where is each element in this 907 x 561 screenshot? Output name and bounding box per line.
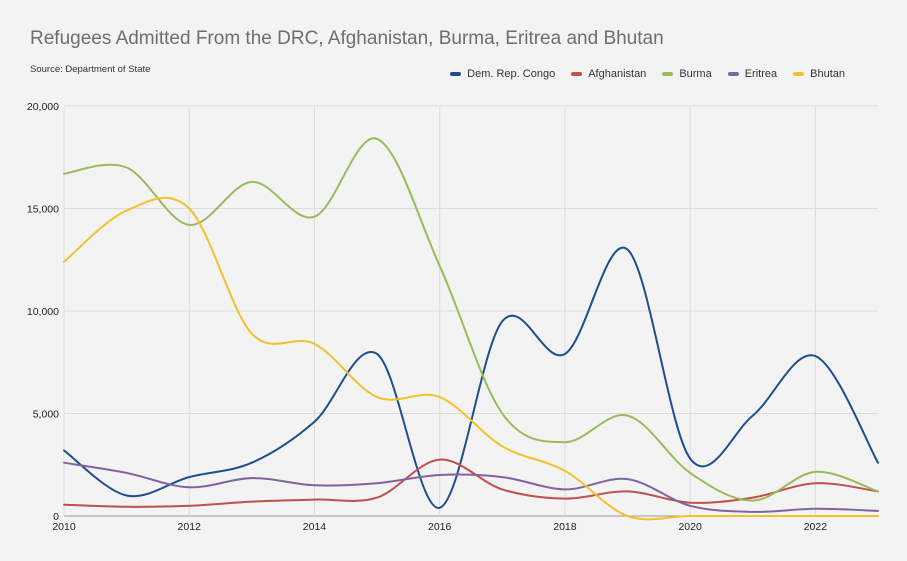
- x-tick-label: 2022: [804, 521, 828, 533]
- legend-label: Dem. Rep. Congo: [467, 68, 556, 80]
- legend-item: Afghanistan: [571, 68, 646, 80]
- series-line-burma: [63, 137, 879, 502]
- legend-swatch: [793, 72, 805, 76]
- legend-swatch: [450, 72, 462, 76]
- legend-item: Eritrea: [727, 68, 778, 80]
- x-tick-label: 2010: [52, 521, 76, 533]
- legend-swatch: [662, 72, 674, 76]
- legend-swatch: [727, 72, 739, 76]
- legend-item: Dem. Rep. Congo: [450, 68, 555, 80]
- legend-label: Eritrea: [744, 68, 778, 80]
- chart-title: Refugees Admitted From the DRC, Afghanis…: [30, 28, 664, 49]
- legend-swatch: [571, 72, 583, 76]
- x-tick-label: 2020: [678, 521, 702, 533]
- x-tick-label: 2018: [553, 521, 577, 533]
- y-tick-label: 20,000: [27, 101, 59, 113]
- legend-item: Burma: [662, 68, 712, 80]
- x-tick-label: 2014: [303, 521, 327, 533]
- legend-label: Burma: [679, 68, 712, 80]
- x-tick-label: 2016: [428, 521, 452, 533]
- y-tick-label: 5,000: [33, 409, 59, 421]
- y-tick-label: 0: [53, 511, 59, 523]
- series-line-afghanistan: [63, 458, 879, 508]
- chart-source: Source: Department of State: [30, 64, 151, 75]
- legend-label: Afghanistan: [588, 68, 647, 80]
- series-line-eritrea: [63, 461, 879, 513]
- x-tick-label: 2012: [178, 521, 202, 533]
- series-line-dem-rep-congo: [63, 246, 879, 509]
- y-tick-label: 15,000: [27, 204, 59, 216]
- series-line-bhutan: [63, 196, 879, 521]
- legend-item: Bhutan: [793, 68, 845, 80]
- y-tick-label: 10,000: [27, 306, 59, 318]
- chart-legend: Dem. Rep. Congo Afghanistan Burma Eritrea Bh…: [450, 68, 845, 80]
- legend-label: Bhutan: [810, 68, 845, 80]
